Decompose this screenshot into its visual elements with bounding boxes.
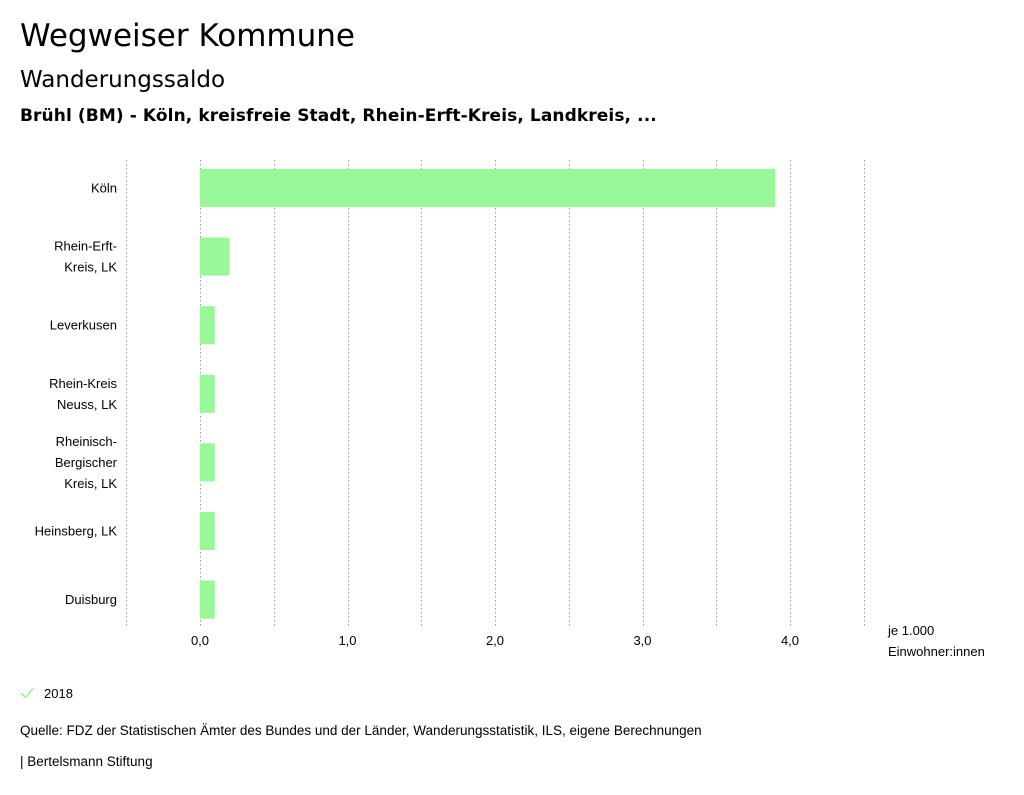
x-axis-label: je 1.000 Einwohner:innen [887,623,985,659]
bar[interactable] [200,512,215,550]
category-label: Rheinisch-Bergischer Kreis, LK [55,434,118,491]
publisher-note: | Bertelsmann Stiftung [20,754,153,769]
bar[interactable] [200,580,215,619]
x-tick-label: 1,0 [338,633,356,648]
category-label: Rhein-Kreis Neuss, LK [49,376,117,412]
x-tick-label: 2,0 [486,633,504,648]
legend[interactable]: 2018 [20,682,73,704]
x-tick-label: 3,0 [633,633,651,648]
bar[interactable] [200,374,215,413]
bar[interactable] [200,443,215,482]
category-label: Duisburg [65,592,117,607]
check-icon [20,688,34,699]
chart-subtitle: Wanderungssaldo [20,67,226,93]
bar[interactable] [200,237,230,276]
legend-label: 2018 [44,685,73,701]
category-label: Köln [91,181,117,196]
bar[interactable] [200,169,776,207]
source-note: Quelle: FDZ der Statistischen Ämter des … [20,723,702,738]
category-label: Heinsberg, LK [35,524,118,539]
bar[interactable] [200,306,215,345]
x-tick-label: 4,0 [781,633,799,648]
bar-chart: Köln Rhein-Erft-Kreis, LK Leverkusen Rhein-… [35,160,985,659]
category-label: Leverkusen [50,318,117,333]
page-title: Wegweiser Kommune [20,18,355,54]
region-selection: Brühl (BM) - Köln, kreisfreie Stadt, Rhe… [20,106,657,126]
category-label: Rhein-Erft-Kreis, LK [54,239,117,275]
x-tick-label: 0,0 [191,633,209,648]
